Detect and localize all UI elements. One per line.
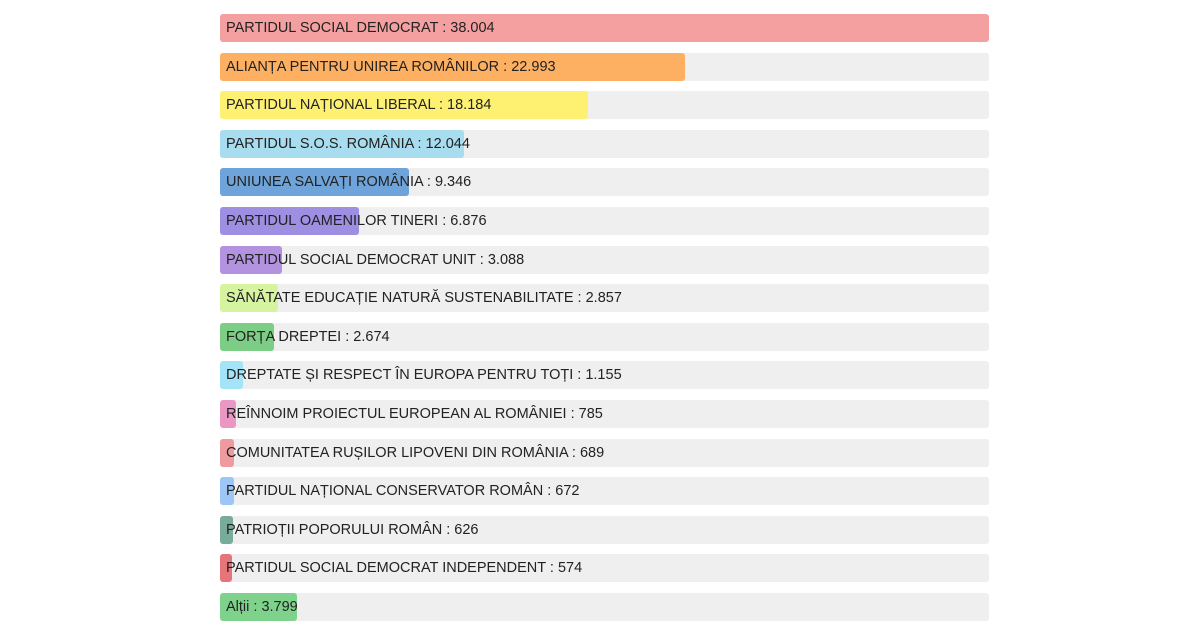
bar-track: Alții : 3.799: [220, 593, 989, 621]
bar: [220, 439, 234, 467]
bar: [220, 246, 282, 274]
bar-label: PARTIDUL OAMENILOR TINERI : 6.876: [226, 213, 487, 229]
bar: [220, 284, 278, 312]
bar-label: PATRIOȚII POPORULUI ROMÂN : 626: [226, 522, 479, 538]
bar-track: PARTIDUL NAȚIONAL LIBERAL : 18.184: [220, 91, 989, 119]
bar: [220, 323, 274, 351]
bar-track: PARTIDUL SOCIAL DEMOCRAT : 38.004: [220, 14, 989, 42]
bar: [220, 593, 297, 621]
bar-track: PARTIDUL NAȚIONAL CONSERVATOR ROMÂN : 67…: [220, 477, 989, 505]
bar-label: FORȚA DREPTEI : 2.674: [226, 329, 390, 345]
bar-label: REÎNNOIM PROIECTUL EUROPEAN AL ROMÂNIEI …: [226, 406, 603, 422]
bar: [220, 14, 989, 42]
bar-track: PARTIDUL SOCIAL DEMOCRAT INDEPENDENT : 5…: [220, 554, 989, 582]
bar: [220, 361, 243, 389]
bar: [220, 477, 234, 505]
bar-label: ALIANȚA PENTRU UNIREA ROMÂNILOR : 22.993: [226, 59, 556, 75]
bar-label: PARTIDUL S.O.S. ROMÂNIA : 12.044: [226, 136, 470, 152]
bar-track: ALIANȚA PENTRU UNIREA ROMÂNILOR : 22.993: [220, 53, 989, 81]
bar-label: Alții : 3.799: [226, 599, 298, 615]
bar-label: COMUNITATEA RUȘILOR LIPOVENI DIN ROMÂNIA…: [226, 445, 605, 461]
bar-track: PATRIOȚII POPORULUI ROMÂN : 626: [220, 516, 989, 544]
bar-label: PARTIDUL SOCIAL DEMOCRAT : 38.004: [226, 20, 495, 36]
bar: [220, 53, 685, 81]
bar-label: PARTIDUL NAȚIONAL CONSERVATOR ROMÂN : 67…: [226, 483, 580, 499]
bar-label: DREPTATE ȘI RESPECT ÎN EUROPA PENTRU TOȚ…: [226, 367, 622, 383]
bar-label: PARTIDUL SOCIAL DEMOCRAT INDEPENDENT : 5…: [226, 560, 583, 576]
bar-track: PARTIDUL S.O.S. ROMÂNIA : 12.044: [220, 130, 989, 158]
bar-label: PARTIDUL SOCIAL DEMOCRAT UNIT : 3.088: [226, 252, 525, 268]
bar-label: PARTIDUL NAȚIONAL LIBERAL : 18.184: [226, 97, 492, 113]
bar-label: UNIUNEA SALVAȚI ROMÂNIA : 9.346: [226, 174, 472, 190]
bar: [220, 554, 232, 582]
bar-track: REÎNNOIM PROIECTUL EUROPEAN AL ROMÂNIEI …: [220, 400, 989, 428]
bar-track: SĂNĂTATE EDUCAȚIE NATURĂ SUSTENABILITATE…: [220, 284, 989, 312]
bar: [220, 207, 359, 235]
bar-track: COMUNITATEA RUȘILOR LIPOVENI DIN ROMÂNIA…: [220, 439, 989, 467]
bar: [220, 130, 464, 158]
bar-track: PARTIDUL OAMENILOR TINERI : 6.876: [220, 207, 989, 235]
bar-track: UNIUNEA SALVAȚI ROMÂNIA : 9.346: [220, 168, 989, 196]
bar-label: SĂNĂTATE EDUCAȚIE NATURĂ SUSTENABILITATE…: [226, 290, 622, 306]
bar-track: PARTIDUL SOCIAL DEMOCRAT UNIT : 3.088: [220, 246, 989, 274]
bar-track: DREPTATE ȘI RESPECT ÎN EUROPA PENTRU TOȚ…: [220, 361, 989, 389]
bar: [220, 516, 233, 544]
bar: [220, 91, 588, 119]
bar-track: FORȚA DREPTEI : 2.674: [220, 323, 989, 351]
bar: [220, 400, 236, 428]
bar: [220, 168, 409, 196]
